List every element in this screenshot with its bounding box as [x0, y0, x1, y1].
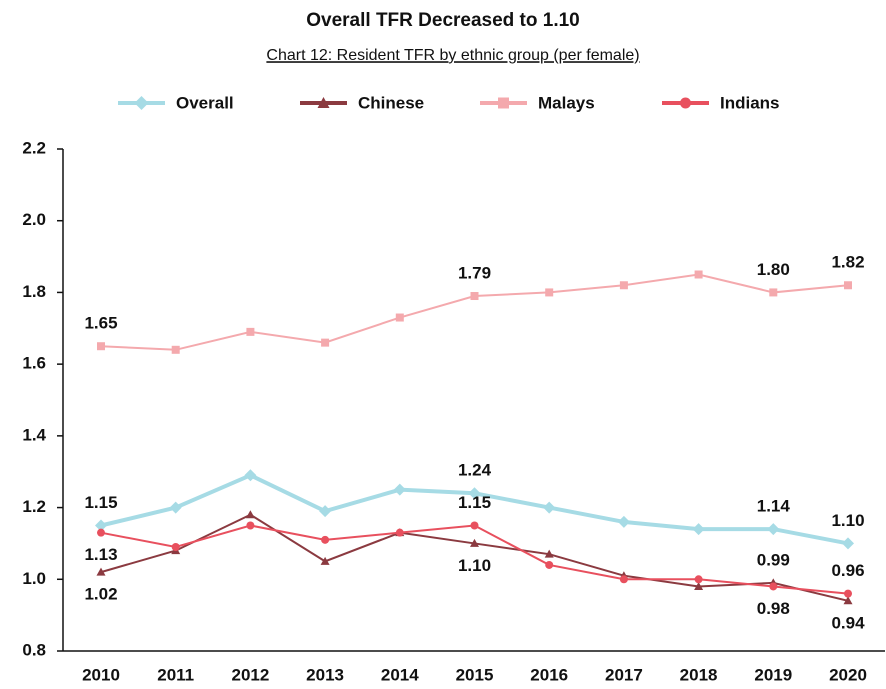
- marker: [543, 501, 556, 514]
- x-tick-label: 2011: [157, 665, 194, 684]
- x-tick-label: 2016: [530, 665, 568, 684]
- data-label: 1.10: [458, 556, 491, 575]
- marker: [246, 327, 255, 336]
- marker: [468, 487, 481, 500]
- marker: [843, 596, 853, 605]
- x-tick-label: 2014: [381, 665, 419, 684]
- y-tick-label: 1.6: [22, 354, 46, 373]
- marker: [97, 342, 105, 351]
- data-label: 0.96: [831, 561, 864, 580]
- x-tick-label: 2012: [231, 665, 269, 684]
- marker: [498, 97, 509, 109]
- marker: [96, 567, 106, 576]
- data-label: 1.14: [757, 497, 791, 516]
- marker: [769, 582, 778, 591]
- marker: [767, 523, 780, 536]
- marker: [769, 288, 778, 297]
- marker: [169, 501, 182, 514]
- marker: [320, 556, 330, 565]
- y-tick-label: 1.2: [22, 497, 46, 516]
- x-tick-label: 2019: [754, 665, 792, 684]
- data-label: 1.15: [84, 493, 117, 512]
- marker: [321, 338, 330, 347]
- marker: [844, 281, 852, 290]
- marker: [134, 96, 149, 110]
- data-label: 0.94: [831, 613, 865, 632]
- x-tick-label: 2013: [306, 665, 344, 684]
- data-label: 1.24: [458, 461, 492, 480]
- marker: [395, 313, 404, 322]
- x-tick-label: 2015: [456, 665, 494, 684]
- marker: [842, 537, 854, 550]
- y-tick-label: 2.0: [22, 210, 46, 229]
- marker: [619, 281, 628, 290]
- marker: [244, 469, 257, 482]
- marker: [321, 535, 330, 544]
- legend-label: Malays: [538, 93, 595, 112]
- data-label: 1.65: [84, 314, 117, 333]
- marker: [545, 288, 554, 297]
- marker: [680, 97, 691, 109]
- marker: [97, 528, 105, 537]
- marker: [619, 575, 628, 584]
- data-label: 1.10: [831, 511, 864, 530]
- marker: [245, 510, 255, 519]
- data-label: 1.80: [757, 260, 790, 279]
- marker: [319, 505, 332, 518]
- y-tick-label: 1.0: [22, 569, 46, 588]
- marker: [617, 515, 630, 528]
- marker: [694, 270, 703, 279]
- data-label: 0.99: [757, 550, 790, 569]
- x-tick-label: 2018: [680, 665, 718, 684]
- marker: [171, 345, 180, 354]
- marker: [470, 521, 479, 530]
- marker: [470, 538, 479, 547]
- legend-label: Overall: [176, 93, 234, 112]
- marker: [395, 528, 404, 537]
- series-line: [100, 273, 849, 351]
- data-label: 1.13: [84, 545, 117, 564]
- x-tick-label: 2010: [82, 665, 120, 684]
- chart-subtitle: Chart 12: Resident TFR by ethnic group (…: [266, 47, 639, 64]
- y-tick-label: 0.8: [22, 640, 46, 659]
- marker: [692, 523, 705, 536]
- marker: [246, 521, 255, 530]
- legend-label: Chinese: [358, 93, 424, 112]
- marker: [171, 543, 180, 552]
- marker: [694, 575, 703, 584]
- data-label: 1.79: [458, 263, 491, 282]
- legend-label: Indians: [720, 93, 780, 112]
- data-label: 0.98: [757, 599, 790, 618]
- chart-title: Overall TFR Decreased to 1.10: [306, 10, 580, 31]
- marker: [95, 519, 107, 532]
- data-label: 1.82: [831, 253, 864, 272]
- y-tick-label: 1.8: [22, 282, 46, 301]
- marker: [317, 97, 330, 108]
- marker: [545, 560, 554, 569]
- x-tick-label: 2017: [605, 665, 643, 684]
- marker: [393, 483, 406, 496]
- y-tick-label: 1.4: [22, 425, 46, 444]
- marker: [470, 292, 479, 301]
- x-tick-label: 2020: [829, 665, 867, 684]
- marker: [844, 589, 852, 598]
- data-label: 1.15: [458, 493, 491, 512]
- data-label: 1.02: [84, 585, 117, 604]
- marker: [544, 549, 554, 558]
- y-tick-label: 2.2: [22, 138, 46, 157]
- marker: [694, 581, 704, 590]
